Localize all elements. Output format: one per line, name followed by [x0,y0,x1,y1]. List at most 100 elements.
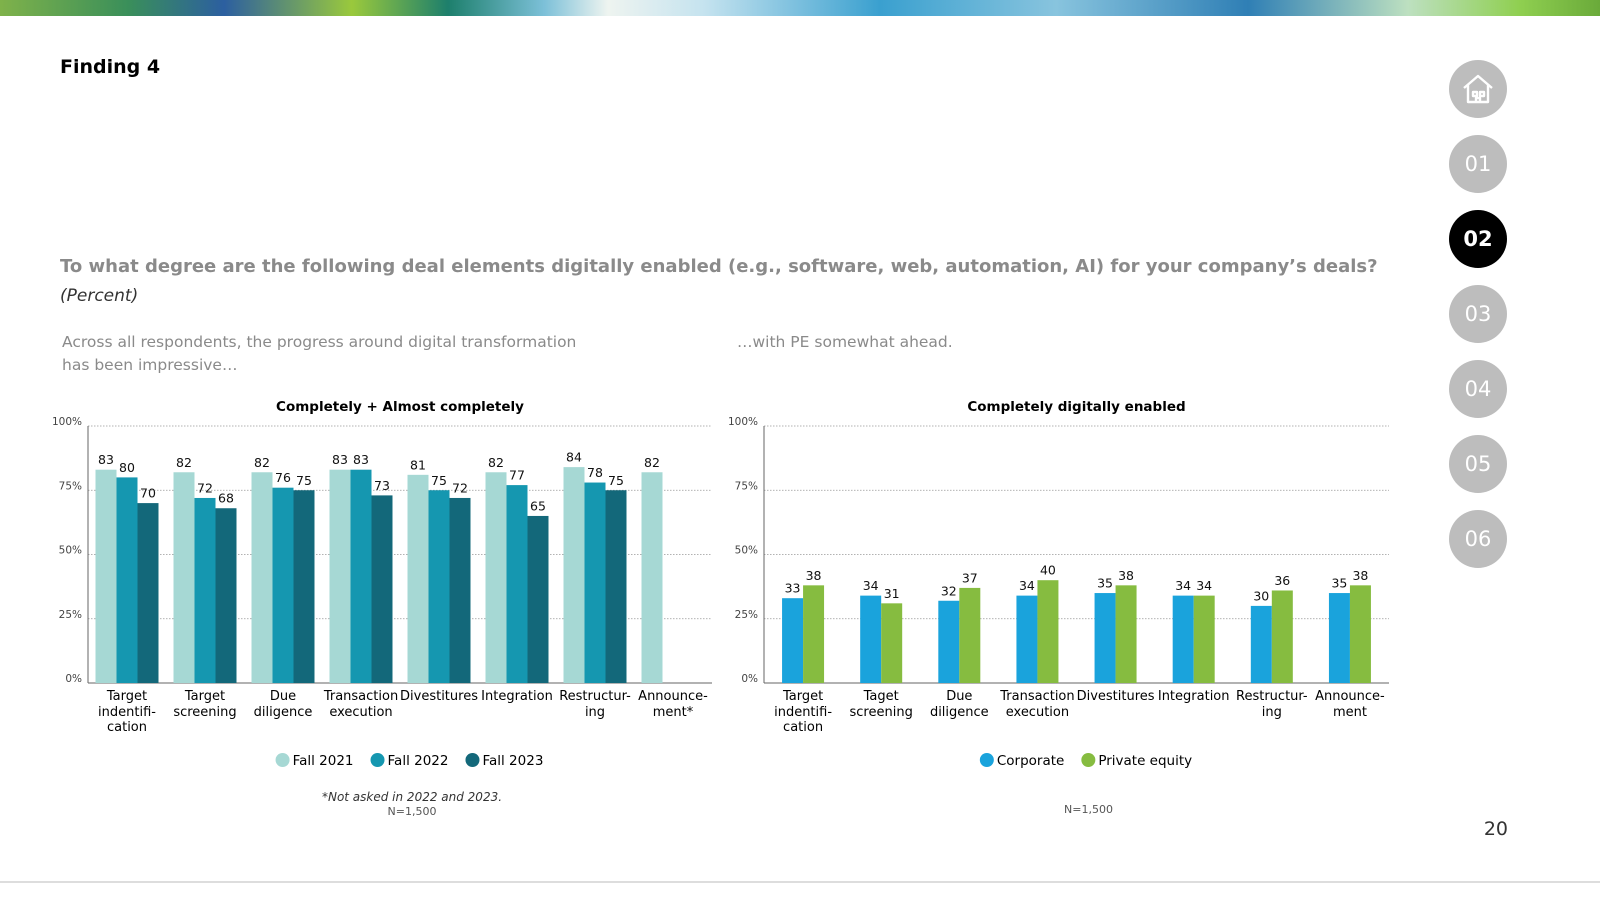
finding-title: Finding 4 [60,56,161,78]
caption: …with PE somewhat ahead. [737,333,953,351]
bar [1094,593,1116,683]
bar [449,497,471,683]
bar [1172,595,1194,683]
legend-label: Corporate [997,753,1065,769]
legend-label: Fall 2023 [482,753,543,769]
bar [1193,595,1215,683]
nav-button[interactable]: 04 [1449,360,1507,418]
nav-button[interactable]: 02 [1449,210,1507,268]
data-label: 81 [410,457,426,472]
bar [1328,593,1350,683]
data-label: 40 [1040,563,1056,578]
bar [605,490,627,683]
x-tick-label: Transaction execution [1000,689,1075,720]
data-label: 38 [806,568,822,583]
data-label: 37 [962,570,978,585]
bar [173,472,195,683]
x-tick-label: Transaction execution [323,689,399,720]
bar [293,490,315,683]
data-label: 73 [374,478,390,493]
x-tick-label: Integration [1157,689,1230,704]
x-tick-label: Divestitures [400,689,478,704]
bar [251,472,273,683]
bar [407,474,429,683]
bar [1271,590,1293,683]
unit: (Percent) [60,286,139,306]
nav-button[interactable]: 03 [1449,285,1507,343]
data-label: 32 [941,583,957,598]
y-tick-label: 100% [52,416,82,428]
y-tick-label: 75% [59,480,82,492]
data-label: 80 [119,460,135,475]
data-label: 75 [431,473,447,488]
bar [194,497,216,683]
chart-title: Completely digitally enabled [967,399,1185,415]
data-label: 34 [1019,578,1035,593]
data-label: 35 [1331,576,1347,591]
bar [428,490,450,683]
data-label: 77 [509,468,525,483]
x-tick-label: Due diligence [929,689,989,720]
nav-button[interactable]: 06 [1449,510,1507,568]
data-label: 84 [566,450,582,465]
bar [1037,580,1059,683]
data-label: 70 [140,486,156,501]
bar [272,487,294,683]
bar [1250,605,1272,683]
data-label: 34 [1175,578,1191,593]
home-button[interactable] [1449,60,1507,118]
bar [1115,585,1137,683]
data-label: 36 [1274,573,1290,588]
data-label: 33 [785,581,801,596]
nav-button[interactable]: 01 [1449,135,1507,193]
data-label: 83 [353,452,369,467]
nav-button[interactable]: 05 [1449,435,1507,493]
home-icon [1463,74,1493,104]
x-tick-label: Target indentifi- cation [774,689,833,735]
bar [803,585,825,683]
x-tick-label: Due diligence [253,689,313,720]
bar [329,469,351,683]
bar [563,467,585,683]
x-tick-label: Taget screening [849,689,913,720]
x-tick-label: Divestitures [1076,689,1155,704]
data-label: 34 [863,578,879,593]
bar [116,477,138,683]
page-number: 20 [1483,818,1508,840]
bar [782,598,804,683]
bar [527,515,549,683]
data-label: 82 [176,455,192,470]
data-label: 72 [452,480,468,495]
bar [95,469,117,683]
legend-label: Private equity [1098,753,1192,769]
y-tick-label: 75% [735,480,758,492]
banner [0,0,1600,16]
bar [137,503,159,683]
legend-label: Fall 2021 [293,753,354,769]
bar [959,587,981,683]
x-tick-label: Target indentifi- cation [98,689,156,735]
bar [1349,585,1371,683]
footnote: *Not asked in 2022 and 2023. [321,790,503,804]
data-label: 82 [488,455,504,470]
question: To what degree are the following deal el… [60,256,1378,277]
bar [881,603,903,683]
chart-title: Completely + Almost completely [276,399,524,415]
data-label: 78 [587,465,603,480]
data-label: 30 [1253,588,1269,603]
x-tick-label: Announce- ment [1315,689,1385,720]
data-label: 72 [197,480,213,495]
y-tick-label: 50% [735,545,758,557]
data-label: 82 [644,455,660,470]
data-label: 83 [332,452,348,467]
legend-marker [1081,753,1096,767]
data-label: 31 [884,586,900,601]
data-label: 38 [1118,568,1134,583]
data-label: 38 [1352,568,1368,583]
legend-label: Fall 2022 [388,753,449,769]
y-tick-label: 50% [59,545,82,557]
bar [485,472,507,683]
y-tick-label: 25% [59,609,82,621]
bar [215,508,237,683]
x-tick-label: Target screening [173,689,237,720]
